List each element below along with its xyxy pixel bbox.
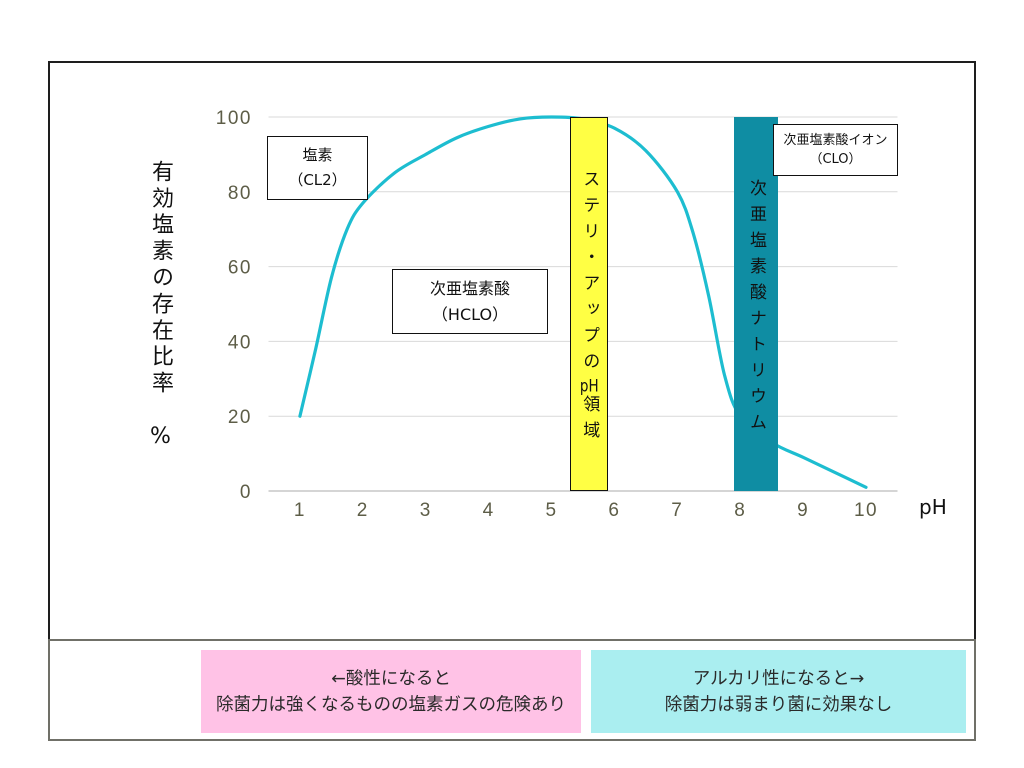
y-axis-title: 有効塩素の存在比率 % (148, 160, 173, 454)
sodium-hypochlorite-label: 次亜塩素酸ナトリウム (745, 178, 766, 439)
alkaline-note-text: 除菌力は弱まり菌に効果なし (664, 694, 893, 715)
y-tick-label: 0 (240, 482, 252, 503)
chlorine-annotation-box: 塩素 （CL2） (267, 136, 368, 200)
sterilup-ph-range-band: ステリ・アップのpH領域 (570, 117, 609, 491)
hypochlorous-acid-formula: （HCLO） (431, 304, 509, 324)
notes-panel: ←酸性になると 除菌力は強くなるものの塩素ガスの危険あり アルカリ性になると→ … (48, 639, 976, 741)
sodium-hypochlorite-band: 次亜塩素酸ナトリウム (733, 117, 778, 491)
hypochlorous-acid-annotation-box: 次亜塩素酸 （HCLO） (392, 269, 548, 334)
x-tick-label: 6 (608, 500, 620, 521)
hypochlorous-acid-label: 次亜塩素酸 (429, 278, 510, 298)
y-tick-label: 40 (228, 332, 252, 353)
acidic-note: ←酸性になると 除菌力は強くなるものの塩素ガスの危険あり (201, 650, 581, 733)
hypochlorite-ion-annotation-box: 次亜塩素酸イオン （CLO） (773, 124, 898, 176)
acidic-note-text: 除菌力は強くなるものの塩素ガスの危険あり (216, 694, 566, 715)
sterilup-ph-range-label: ステリ・アップのpH領域 (579, 170, 600, 447)
x-tick-label: 3 (420, 500, 432, 521)
alkaline-note-heading: アルカリ性になると→ (692, 668, 865, 689)
y-tick-label: 60 (228, 258, 252, 279)
upright-latin-text: pH (579, 378, 599, 395)
chlorine-formula: （CL2） (288, 171, 347, 189)
chlorine-label: 塩素 (302, 146, 333, 164)
alkaline-note: アルカリ性になると→ 除菌力は弱まり菌に効果なし (591, 650, 966, 733)
x-tick-label: 1 (294, 500, 306, 521)
y-tick-labels: 0 20 40 60 80 100 (216, 108, 252, 503)
x-tick-label: 9 (797, 500, 809, 521)
x-tick-label: 2 (357, 500, 369, 521)
x-tick-label: 10 (854, 500, 878, 521)
x-tick-label: 5 (546, 500, 558, 521)
y-tick-label: 80 (228, 183, 252, 204)
x-tick-label: 8 (734, 500, 746, 521)
hypochlorite-ion-formula: （CLO） (809, 152, 862, 167)
chart-frame (48, 61, 976, 641)
x-tick-labels: 1 2 3 4 5 6 7 8 9 10 (294, 500, 878, 521)
y-tick-label: 20 (228, 407, 252, 428)
x-axis-title: pH (919, 495, 947, 519)
y-tick-label: 100 (216, 108, 252, 129)
acidic-note-heading: ←酸性になると (331, 668, 451, 689)
hypochlorite-ion-label: 次亜塩素酸イオン (783, 133, 888, 148)
x-tick-label: 4 (483, 500, 495, 521)
x-tick-label: 7 (671, 500, 683, 521)
